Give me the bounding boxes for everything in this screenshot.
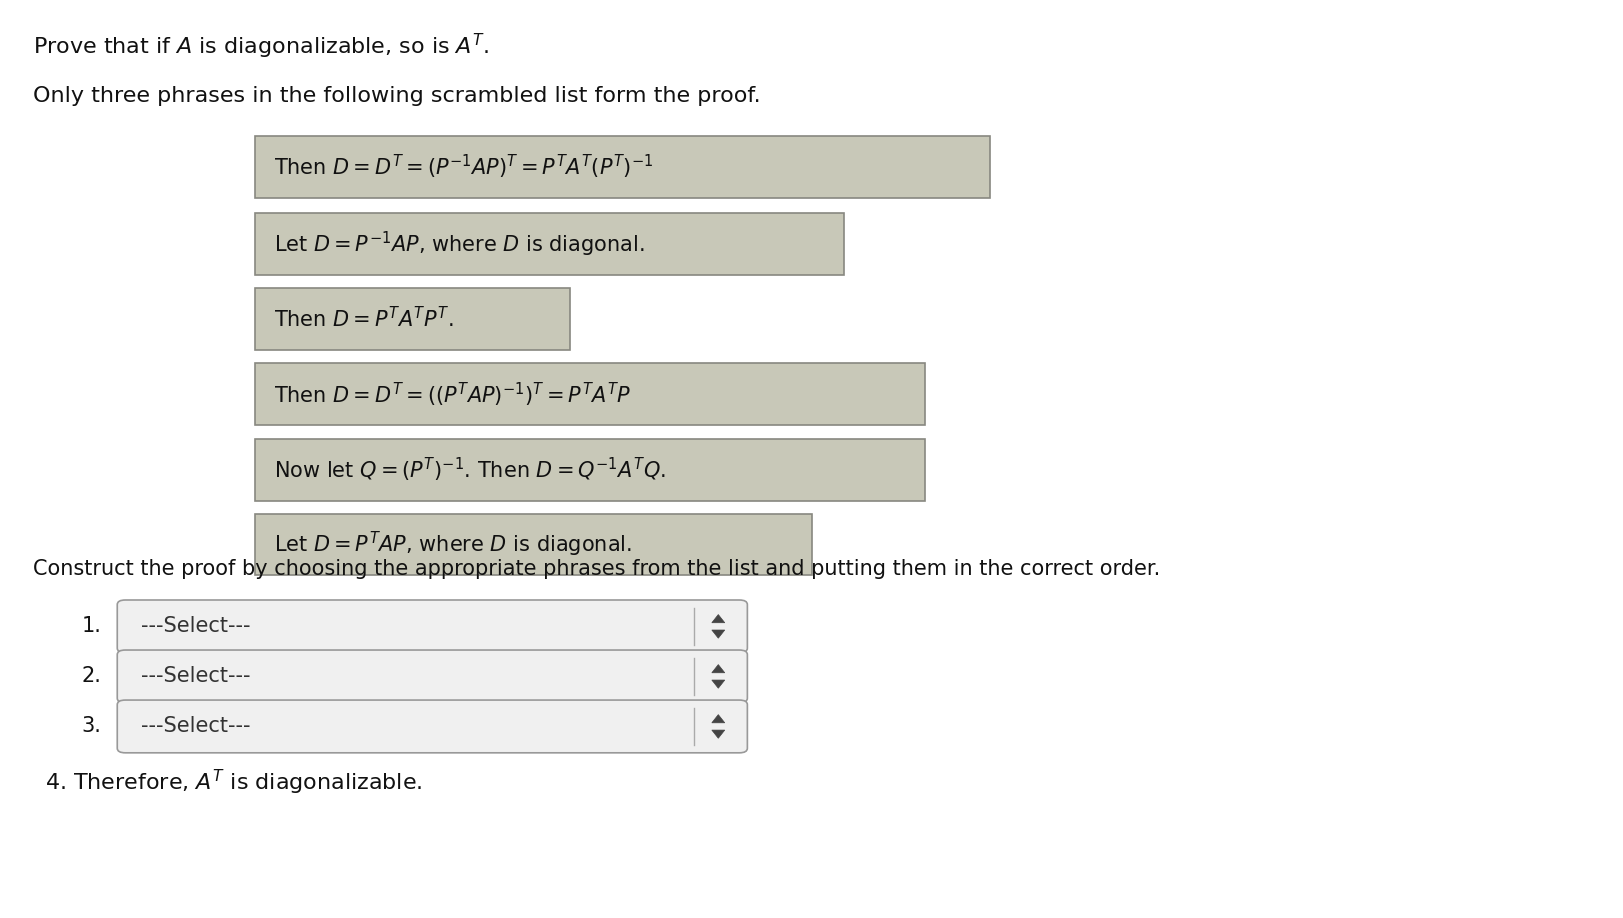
Text: Let $D = P^{-1}AP$, where $D$ is diagonal.: Let $D = P^{-1}AP$, where $D$ is diagona… [274,230,644,259]
Text: Let $D = P^TAP$, where $D$ is diagonal.: Let $D = P^TAP$, where $D$ is diagonal. [274,530,631,559]
FancyBboxPatch shape [255,213,844,275]
FancyBboxPatch shape [117,700,747,753]
Polygon shape [711,680,724,688]
Text: 1.: 1. [81,616,102,636]
FancyBboxPatch shape [255,136,988,198]
Text: Prove that if $A$ is diagonalizable, so is $A^T$.: Prove that if $A$ is diagonalizable, so … [32,31,490,61]
FancyBboxPatch shape [255,288,570,350]
Text: ---Select---: ---Select--- [141,616,252,636]
FancyBboxPatch shape [117,650,747,703]
Polygon shape [711,630,724,638]
Polygon shape [711,730,724,738]
Polygon shape [711,714,724,722]
FancyBboxPatch shape [117,600,747,653]
Text: Construct the proof by choosing the appropriate phrases from the list and puttin: Construct the proof by choosing the appr… [32,559,1160,579]
Text: 2.: 2. [81,666,102,687]
Text: Then $D = D^T = (P^{-1}AP)^T = P^TA^T(P^T)^{-1}$: Then $D = D^T = (P^{-1}AP)^T = P^TA^T(P^… [274,153,652,181]
FancyBboxPatch shape [255,439,925,501]
Polygon shape [711,614,724,622]
Polygon shape [711,665,724,673]
Text: 4. Therefore, $A^T$ is diagonalizable.: 4. Therefore, $A^T$ is diagonalizable. [44,768,422,798]
FancyBboxPatch shape [255,364,925,425]
Text: 3.: 3. [81,716,102,736]
Text: Then $D = P^TA^TP^T$.: Then $D = P^TA^TP^T$. [274,307,453,331]
Text: ---Select---: ---Select--- [141,666,252,687]
Text: ---Select---: ---Select--- [141,716,252,736]
Text: Only three phrases in the following scrambled list form the proof.: Only three phrases in the following scra… [32,86,761,106]
Text: Then $D = D^T = ((P^TAP)^{-1})^T = P^TA^TP$: Then $D = D^T = ((P^TAP)^{-1})^T = P^TA^… [274,380,631,409]
FancyBboxPatch shape [255,513,812,576]
Text: Now let $Q = (P^T)^{-1}$. Then $D = Q^{-1}A^TQ$.: Now let $Q = (P^T)^{-1}$. Then $D = Q^{-… [274,456,665,484]
